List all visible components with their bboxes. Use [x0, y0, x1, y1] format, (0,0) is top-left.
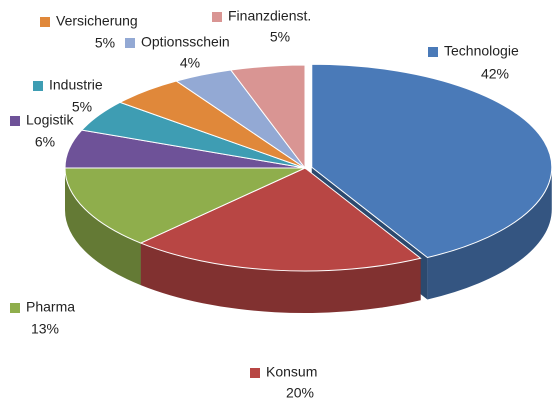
value-label: 5%: [95, 35, 115, 51]
legend-swatch: [10, 116, 20, 126]
slice-label: Logistik: [26, 112, 74, 128]
legend-swatch: [33, 81, 43, 91]
value-label: 5%: [270, 29, 290, 45]
slice-wall: [140, 243, 421, 313]
slice-wall: [427, 167, 552, 300]
slice-label: Technologie: [444, 43, 519, 59]
value-label: 13%: [31, 321, 59, 337]
legend-swatch: [428, 47, 438, 57]
value-label: 5%: [72, 99, 92, 115]
slice: [64, 167, 306, 244]
value-label: 4%: [180, 55, 200, 71]
legend-swatch: [212, 12, 222, 22]
slice-label: Optionsschein: [141, 34, 230, 50]
value-label: 6%: [35, 134, 55, 150]
legend-swatch: [10, 303, 20, 313]
value-label: 42%: [481, 66, 509, 82]
slice: [229, 64, 306, 170]
slice: [311, 63, 553, 259]
slice: [139, 167, 422, 272]
slice-tops: [64, 63, 553, 272]
value-label: 20%: [286, 385, 314, 401]
slice-label: Finanzdienst.: [228, 8, 311, 24]
slice-label: Versicherung: [56, 13, 138, 29]
slice-walls: [65, 167, 552, 313]
slice-label: Pharma: [26, 299, 75, 315]
legend-swatch: [125, 38, 135, 48]
legend-swatch: [40, 17, 50, 27]
slice-label: Konsum: [266, 364, 317, 380]
slice-label: Industrie: [49, 77, 103, 93]
slice-wall: [65, 168, 141, 286]
legend-swatch: [250, 368, 260, 378]
